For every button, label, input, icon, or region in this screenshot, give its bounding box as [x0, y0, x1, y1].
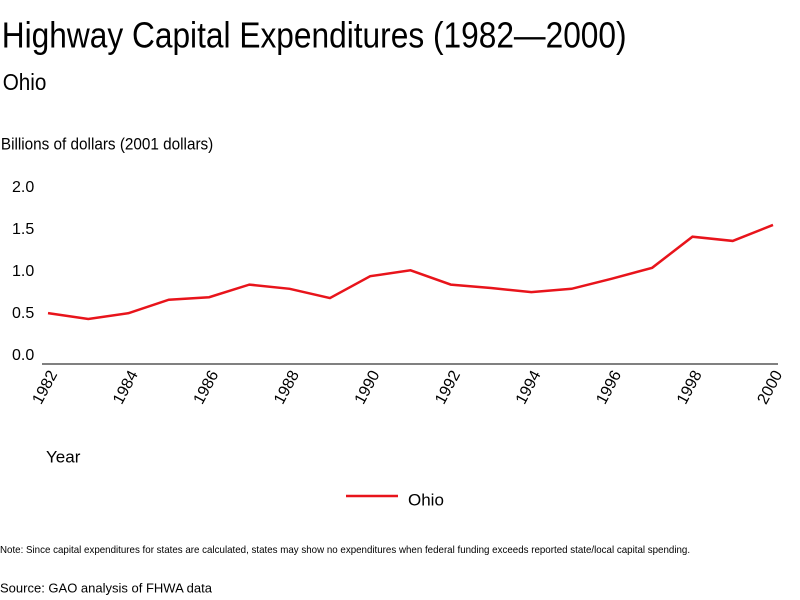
x-axis-label: Year — [46, 447, 81, 466]
x-tick-label: 1998 — [674, 368, 706, 408]
x-tick-label: 1992 — [432, 368, 464, 408]
x-tick-label: 1994 — [513, 368, 545, 408]
y-tick-label: 1.5 — [12, 221, 34, 238]
x-tick-label: 1990 — [352, 368, 384, 408]
x-tick-label: 1996 — [593, 368, 625, 408]
y-tick-label: 2.0 — [12, 179, 34, 196]
x-tick-label: 1988 — [271, 368, 303, 408]
x-tick-label: 1986 — [191, 368, 223, 408]
y-tick-label: 0.0 — [12, 347, 34, 364]
x-tick-label: 1984 — [110, 368, 142, 408]
y-tick-label: 1.0 — [12, 263, 34, 280]
chart-title: Highway Capital Expenditures (1982—2000) — [2, 16, 627, 56]
data-line — [47, 223, 774, 321]
legend-label: Ohio — [408, 490, 444, 509]
y-axis-label: Billions of dollars (2001 dollars) — [1, 135, 213, 154]
note: Note: Since capital expenditures for sta… — [0, 544, 690, 555]
x-tick-label: 1982 — [30, 368, 62, 408]
x-tick-label: 2000 — [755, 368, 787, 408]
chart-subtitle: Ohio — [3, 69, 47, 95]
source: Source: GAO analysis of FHWA data — [0, 580, 213, 595]
y-tick-label: 0.5 — [12, 305, 34, 322]
